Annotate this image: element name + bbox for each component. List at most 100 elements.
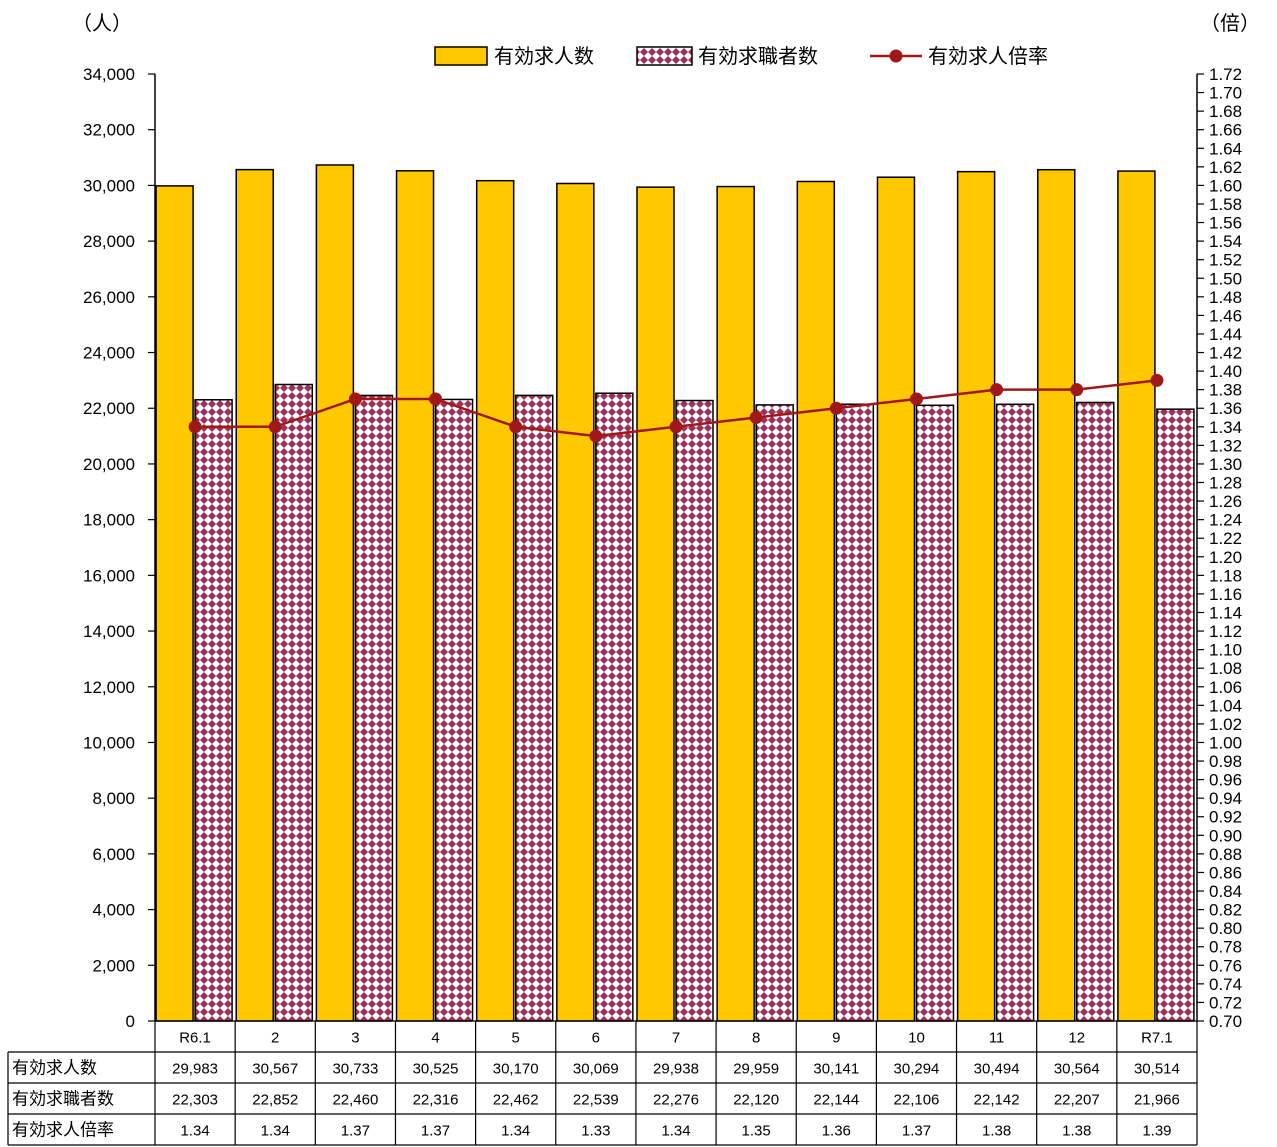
left-axis: 0 2,000 4,000 6,000 8,000 10,000 12,000 14,000 1…	[83, 65, 156, 1031]
left-axis-tick-label: 26,000	[83, 288, 135, 307]
right-axis-tick-label: 1.58	[1209, 195, 1242, 214]
right-axis-tick-label: 0.70	[1209, 1012, 1242, 1031]
right-axis-tick-label: 0.72	[1209, 993, 1242, 1012]
left-axis-tick-label: 2,000	[92, 956, 135, 975]
table-cell: 1.37	[902, 1123, 931, 1140]
table-cell: 1.34	[180, 1123, 209, 1140]
table-cell: 22,539	[573, 1092, 619, 1109]
left-axis-tick-label: 24,000	[83, 344, 135, 363]
right-axis-tick-label: 1.30	[1209, 455, 1242, 474]
right-axis-tick-label: 0.98	[1209, 752, 1242, 771]
x-axis-category-label: 5	[512, 1030, 520, 1047]
left-axis-unit-label: （人）	[72, 11, 132, 35]
seekers-bar	[274, 383, 313, 1022]
left-axis-tick-label: 12,000	[83, 678, 135, 697]
table-cell: 1.37	[341, 1123, 370, 1140]
ratio-point	[909, 392, 923, 406]
table-cell: 30,567	[252, 1061, 298, 1078]
right-axis-tick-label: 0.74	[1209, 975, 1242, 994]
table-cell: 30,170	[493, 1061, 539, 1078]
offers-bar	[315, 164, 355, 1022]
seekers-bar	[835, 403, 875, 1022]
table-row-header: 有効求人数	[12, 1059, 97, 1079]
table-cell: 22,144	[813, 1092, 859, 1109]
right-axis-tick-label: 1.66	[1209, 121, 1242, 140]
right-axis-tick-label: 1.22	[1209, 529, 1242, 548]
ratio-point	[429, 392, 443, 406]
table-cell: 22,852	[252, 1092, 298, 1109]
seekers-bar	[755, 404, 794, 1022]
right-axis-tick-label: 1.24	[1209, 511, 1242, 530]
offers-bar	[155, 185, 194, 1022]
table-cell: 30,141	[813, 1061, 859, 1078]
left-axis-tick-label: 16,000	[83, 566, 135, 585]
table-cell: 1.39	[1142, 1123, 1171, 1140]
offers-bar	[1117, 170, 1156, 1022]
right-axis-tick-label: 1.08	[1209, 659, 1242, 678]
right-axis-tick-label: 1.70	[1209, 84, 1242, 103]
table-cell: 30,525	[413, 1061, 459, 1078]
right-axis-tick-label: 1.02	[1209, 715, 1242, 734]
right-axis-tick-label: 1.04	[1209, 696, 1242, 715]
offers-bar	[475, 179, 515, 1022]
seekers-bar	[354, 394, 394, 1022]
table-cell: 1.34	[501, 1123, 530, 1140]
offers-bar	[796, 180, 836, 1022]
x-axis-category-label: 12	[1068, 1030, 1085, 1047]
x-axis-category-label: R6.1	[179, 1030, 211, 1047]
legend-ratio-label: 有効求人倍率	[928, 44, 1048, 68]
table-row-header: 有効求職者数	[12, 1090, 114, 1110]
seekers-bar	[995, 403, 1035, 1022]
ratio-point	[1070, 383, 1084, 397]
right-axis-unit-label: （倍）	[1200, 11, 1260, 35]
right-axis-tick-label: 0.92	[1209, 808, 1242, 827]
right-axis-tick-label: 1.68	[1209, 102, 1242, 121]
table-row-header: 有効求人倍率	[12, 1121, 114, 1141]
offers-bar	[716, 185, 755, 1022]
right-axis-tick-label: 1.52	[1209, 251, 1242, 270]
table-cell: 30,494	[974, 1061, 1020, 1078]
table-cell: 30,514	[1134, 1061, 1180, 1078]
table-cell: 1.33	[581, 1123, 610, 1140]
left-axis-tick-label: 4,000	[92, 901, 135, 920]
table-cell: 22,120	[733, 1092, 779, 1109]
right-axis-tick-label: 1.06	[1209, 678, 1242, 697]
offers-bar	[956, 170, 996, 1022]
left-axis-tick-label: 30,000	[83, 176, 135, 195]
right-axis-tick-label: 1.32	[1209, 436, 1242, 455]
offers-bar	[235, 168, 274, 1022]
right-axis-tick-label: 0.90	[1209, 826, 1242, 845]
right-axis-tick-label: 0.96	[1209, 771, 1242, 790]
x-axis-category-label: 8	[752, 1030, 760, 1047]
x-axis-category-label: 7	[672, 1030, 680, 1047]
legend-offers-label: 有効求人数	[494, 44, 594, 68]
left-axis-tick-label: 6,000	[92, 845, 135, 864]
offers-bar	[636, 186, 675, 1022]
table-cell: 21,966	[1134, 1092, 1180, 1109]
right-axis-tick-label: 0.88	[1209, 845, 1242, 864]
left-axis-tick-label: 0	[126, 1012, 135, 1031]
right-axis-tick-label: 1.34	[1209, 418, 1242, 437]
right-axis-tick-label: 1.54	[1209, 232, 1242, 251]
ratio-point	[829, 401, 843, 415]
ratio-point	[348, 392, 362, 406]
right-axis-tick-label: 1.26	[1209, 492, 1242, 511]
table-cell: 1.34	[261, 1123, 290, 1140]
ratio-line	[188, 373, 1164, 443]
seekers-bar	[1156, 408, 1195, 1022]
table-cell: 1.36	[822, 1123, 851, 1140]
right-axis-tick-label: 1.14	[1209, 603, 1242, 622]
legend-seekers-swatch	[636, 46, 693, 66]
ratio-point	[268, 420, 282, 434]
right-axis-tick-label: 1.28	[1209, 474, 1242, 493]
right-axis-tick-label: 1.20	[1209, 548, 1242, 567]
left-axis-tick-label: 18,000	[83, 511, 135, 530]
table-cell: 22,316	[413, 1092, 459, 1109]
table-cell: 30,564	[1054, 1061, 1100, 1078]
table-cell: 22,460	[332, 1092, 378, 1109]
seekers-bar	[194, 399, 233, 1022]
offers-bar	[556, 182, 595, 1022]
bars	[155, 164, 1195, 1022]
table-cell: 1.35	[742, 1123, 771, 1140]
